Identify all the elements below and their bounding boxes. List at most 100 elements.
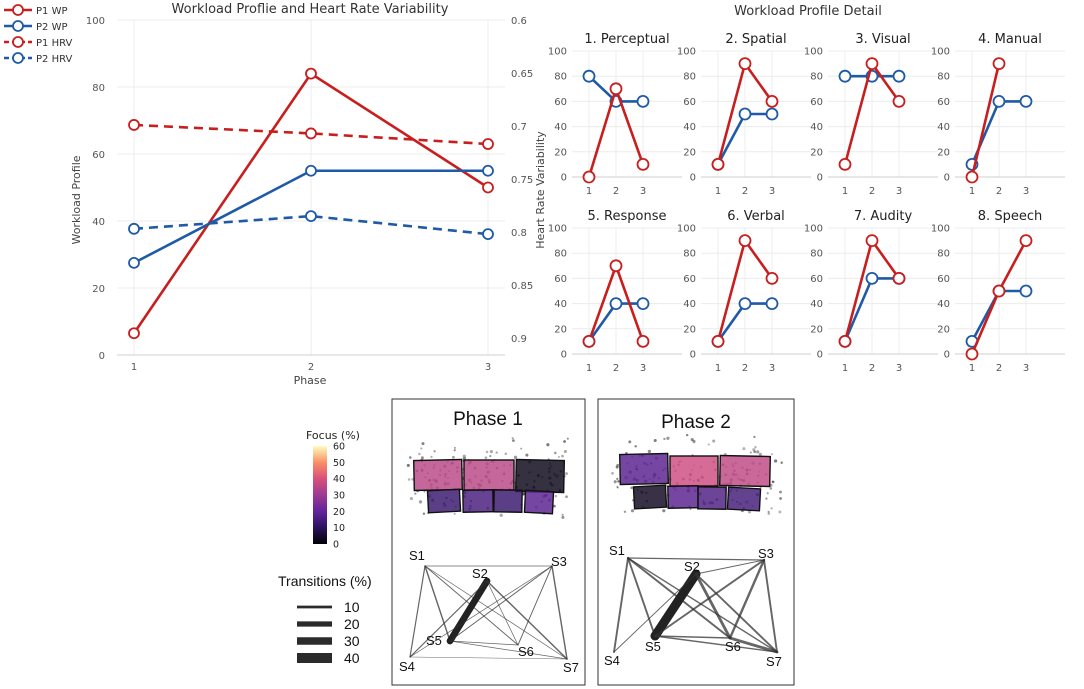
gaze-point	[707, 443, 710, 446]
detail-y-tick-label: 80	[683, 249, 696, 260]
detail-panel: 7. Audity 0 20 40 60 80 100 1 2 3	[804, 209, 938, 374]
gaze-point	[433, 450, 436, 453]
gaze-point	[780, 461, 783, 465]
focus-aoi-top	[618, 452, 670, 486]
transition-edge	[517, 565, 553, 646]
gaze-point	[522, 492, 526, 496]
detail-point-p1	[765, 271, 779, 285]
main-y2-tick-label: 0.8	[511, 228, 527, 239]
detail-x-tick-label: 2	[613, 363, 619, 374]
transition-edge	[654, 635, 778, 653]
gaze-point	[778, 510, 782, 514]
detail-line-p1	[970, 63, 1001, 178]
transition-edge	[695, 573, 778, 653]
main-x-tick-label: 3	[485, 362, 491, 373]
focus-aoi-bottom	[726, 486, 762, 512]
phase-1-title: Phase 1	[453, 409, 523, 430]
gaze-point	[742, 447, 746, 451]
detail-y-tick-label: 60	[937, 274, 950, 285]
transition-edge	[446, 577, 491, 645]
series-point-p1-hrv	[128, 119, 140, 131]
main-y2-tick-label: 0.6	[511, 16, 527, 27]
detail-y-tick-label: 100	[931, 224, 950, 235]
gaze-point	[616, 486, 619, 489]
detail-x-tick-label: 3	[640, 186, 646, 197]
gaze-point	[451, 455, 455, 459]
detail-x-tick-label: 1	[586, 363, 592, 374]
detail-y-tick-label: 0	[944, 173, 950, 184]
gaze-point	[630, 509, 635, 513]
detail-x-tick-label: 3	[1023, 363, 1029, 374]
detail-point-p1	[711, 334, 725, 348]
main-y2-tick-label: 0.7	[511, 122, 527, 133]
detail-panel-title: 3. Visual	[855, 32, 910, 47]
transition-edge	[424, 565, 568, 660]
detail-y-tick-label: 0	[817, 173, 823, 184]
colorbar-title: Focus (%)	[306, 429, 360, 442]
focus-aoi-bottom	[523, 489, 555, 515]
detail-y-tick-label: 40	[554, 299, 567, 310]
main-y-tick-label: 60	[92, 150, 105, 161]
detail-x-tick-label: 2	[996, 186, 1002, 197]
detail-panel: 2. Spatial 0 20 40 60 80 100 1 2 3	[677, 32, 811, 197]
detail-panel-title: 4. Manual	[978, 32, 1042, 47]
detail-point-p2	[636, 95, 650, 108]
gaze-point	[561, 515, 565, 519]
detail-point-p1	[865, 57, 879, 70]
main-x-tick-label: 1	[131, 362, 137, 373]
colorbar-tick-label: 20	[333, 507, 345, 518]
gaze-point	[690, 438, 694, 442]
series-point-p1-wp	[128, 327, 140, 340]
focus-aoi-bottom	[426, 488, 462, 514]
main-y-tick-label: 20	[92, 284, 105, 295]
legend-label: P2 HRV	[36, 54, 72, 65]
detail-point-p2	[738, 297, 752, 311]
detail-y-tick-label: 40	[810, 299, 823, 310]
gaze-point	[411, 477, 414, 481]
gaze-point	[554, 494, 558, 498]
detail-x-tick-label: 1	[715, 363, 721, 374]
gaze-point	[630, 486, 633, 490]
main-chart-y2-axis-label: Heart Rate Variability	[534, 131, 547, 249]
detail-title: Workload Profile Detail	[734, 4, 882, 19]
transition-edge	[613, 573, 697, 653]
detail-y-tick-label: 20	[554, 324, 567, 335]
gaze-point	[754, 446, 757, 449]
detail-panel: 3. Visual 0 20 40 60 80 100 1 2 3	[804, 32, 938, 197]
detail-y-tick-label: 80	[937, 72, 950, 83]
series-point-p2-hrv	[305, 210, 317, 223]
transition-edge	[654, 559, 765, 637]
detail-point-p1	[865, 234, 879, 248]
main-y-tick-label: 100	[86, 16, 105, 27]
detail-y-tick-label: 20	[683, 147, 696, 158]
detail-y-tick-label: 80	[810, 72, 823, 83]
detail-point-p1	[582, 170, 596, 184]
detail-panel: 6. Verbal 0 20 40 60 80 100 1 2 3	[677, 209, 811, 374]
detail-y-tick-label: 40	[937, 122, 950, 133]
gaze-point	[409, 497, 413, 501]
detail-y-tick-label: 40	[937, 299, 950, 310]
transition-edge	[728, 636, 779, 654]
transition-edge	[409, 580, 488, 658]
gaze-point	[414, 492, 417, 495]
detail-y-tick-label: 20	[683, 324, 696, 335]
main-chart-y-axis-label: Workload Profile	[70, 155, 83, 244]
detail-panel: 4. Manual 0 20 40 60 80 100 1 2 3	[931, 32, 1065, 197]
colorbar-tick-label: 50	[333, 458, 345, 469]
gaze-point	[770, 507, 773, 510]
transition-edge	[424, 565, 451, 642]
phase-1-frame	[391, 398, 586, 686]
detail-point-p1	[636, 157, 650, 171]
detail-point-p1	[892, 95, 906, 108]
detail-point-p1	[582, 334, 596, 348]
main-y2-tick-label: 0.85	[511, 281, 533, 292]
gaze-point	[520, 447, 523, 450]
detail-x-tick-label: 1	[842, 186, 848, 197]
gaze-point	[634, 445, 637, 448]
detail-point-p1	[965, 347, 979, 361]
main-y-tick-label: 40	[92, 217, 105, 228]
detail-y-tick-label: 80	[683, 72, 696, 83]
detail-x-tick-label: 1	[842, 363, 848, 374]
detail-point-p2	[1019, 284, 1033, 298]
